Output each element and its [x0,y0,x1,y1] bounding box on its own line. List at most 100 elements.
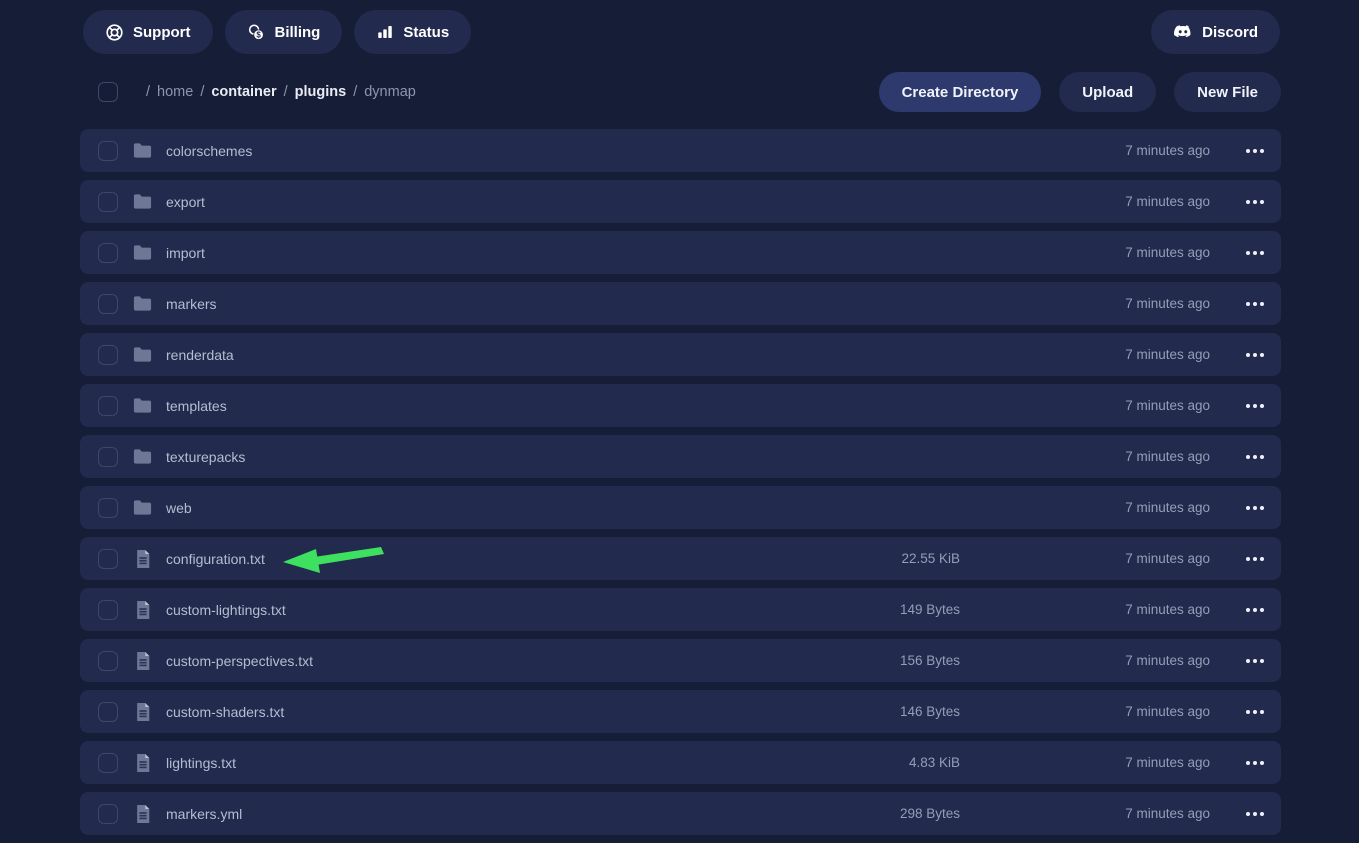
file-name[interactable]: custom-lightings.txt [166,601,286,618]
file-name[interactable]: export [166,193,205,210]
ellipsis-icon [1260,301,1264,306]
row-menu-button[interactable] [1236,647,1274,675]
ellipsis-icon [1246,148,1250,153]
row-menu-button[interactable] [1236,239,1274,267]
row-menu-button[interactable] [1236,443,1274,471]
file-row[interactable]: export 7 minutes ago [80,180,1281,223]
file-name[interactable]: custom-shaders.txt [166,703,285,720]
file-row[interactable]: colorschemes 7 minutes ago [80,129,1281,172]
row-menu-button[interactable] [1236,800,1274,828]
breadcrumb-segment-dynmap[interactable]: dynmap [364,84,416,100]
file-row[interactable]: custom-perspectives.txt 156 Bytes 7 minute… [80,639,1281,682]
billing-button-label: Billing [274,23,321,41]
row-checkbox[interactable] [98,344,118,365]
file-size: 298 Bytes [899,806,960,821]
row-checkbox[interactable] [98,752,118,773]
row-checkbox[interactable] [98,242,118,263]
ellipsis-icon [1253,556,1257,561]
file-row[interactable]: custom-lightings.txt 149 Bytes 7 minutes a… [80,588,1281,631]
row-checkbox[interactable] [98,446,118,467]
file-size: 156 Bytes [899,653,960,668]
support-button-label: Support [133,23,191,41]
ellipsis-icon [1246,199,1250,204]
create-directory-button[interactable]: Create Directory [878,72,1042,112]
billing-button[interactable]: $ Billing [224,10,343,54]
row-checkbox[interactable] [98,599,118,620]
row-menu-button[interactable] [1236,698,1274,726]
discord-button[interactable]: Discord [1151,10,1280,54]
row-menu-button[interactable] [1236,494,1274,522]
row-checkbox[interactable] [98,293,118,314]
ellipsis-icon [1246,301,1250,306]
ellipsis-icon [1260,250,1264,255]
file-row[interactable]: import 7 minutes ago [80,231,1281,274]
breadcrumb-segment-plugins[interactable]: plugins [294,84,347,100]
row-checkbox[interactable] [98,395,118,416]
ellipsis-icon [1246,454,1250,459]
row-menu-button[interactable] [1236,392,1274,420]
row-checkbox[interactable] [98,548,118,569]
row-menu-button[interactable] [1236,749,1274,777]
row-menu-button[interactable] [1236,188,1274,216]
file-modified: 7 minutes ago [1125,653,1210,668]
row-checkbox[interactable] [98,497,118,518]
file-row[interactable]: web 7 minutes ago [80,486,1281,529]
ellipsis-icon [1246,352,1250,357]
folder-icon [132,344,153,365]
ellipsis-icon [1246,607,1250,612]
support-button[interactable]: Support [83,10,213,54]
upload-button[interactable]: Upload [1059,72,1157,112]
row-checkbox[interactable] [98,803,118,824]
row-menu-button[interactable] [1236,341,1274,369]
svg-text:$: $ [256,30,261,39]
file-modified: 7 minutes ago [1125,296,1210,311]
file-name[interactable]: custom-perspectives.txt [166,652,314,669]
file-row[interactable]: lightings.txt 4.83 KiB 7 minutes ago [80,741,1281,784]
ellipsis-icon [1253,454,1257,459]
file-name[interactable]: renderdata [166,346,234,363]
select-all-checkbox[interactable] [98,82,118,102]
row-menu-button[interactable] [1236,137,1274,165]
row-checkbox[interactable] [98,191,118,212]
status-button[interactable]: Status [354,10,472,54]
row-menu-button[interactable] [1236,545,1274,573]
file-icon [132,650,153,671]
file-row[interactable]: configuration.txt 22.55 KiB 7 minutes ago [80,537,1281,580]
file-name[interactable]: markers [166,295,217,312]
row-checkbox[interactable] [98,701,118,722]
file-name[interactable]: web [166,499,192,516]
file-size: 4.83 KiB [908,755,960,770]
row-menu-button[interactable] [1236,596,1274,624]
file-name[interactable]: configuration.txt [166,550,265,567]
ellipsis-icon [1260,403,1264,408]
ellipsis-icon [1253,760,1257,765]
new-file-button[interactable]: New File [1174,72,1281,112]
file-name[interactable]: lightings.txt [166,754,237,771]
breadcrumb-segment-home[interactable]: home [157,84,194,100]
file-name[interactable]: colorschemes [166,142,253,159]
file-row[interactable]: custom-shaders.txt 146 Bytes 7 minutes ago [80,690,1281,733]
row-checkbox[interactable] [98,650,118,671]
file-modified: 7 minutes ago [1125,602,1210,617]
breadcrumb-segment-container[interactable]: container [211,84,277,100]
breadcrumb-separator: / [353,84,358,100]
file-modified: 7 minutes ago [1125,143,1210,158]
file-icon [132,803,153,824]
status-button-label: Status [403,23,450,41]
file-row[interactable]: renderdata 7 minutes ago [80,333,1281,376]
file-icon [132,752,153,773]
file-name[interactable]: import [166,244,205,261]
file-row[interactable]: markers 7 minutes ago [80,282,1281,325]
file-name[interactable]: templates [166,397,227,414]
file-row[interactable]: markers.yml 298 Bytes 7 minutes ago [80,792,1281,835]
ellipsis-icon [1246,505,1250,510]
file-row[interactable]: texturepacks 7 minutes ago [80,435,1281,478]
file-name[interactable]: texturepacks [166,448,246,465]
ellipsis-icon [1260,607,1264,612]
row-checkbox[interactable] [98,140,118,161]
ellipsis-icon [1253,148,1257,153]
ellipsis-icon [1253,607,1257,612]
file-row[interactable]: templates 7 minutes ago [80,384,1281,427]
row-menu-button[interactable] [1236,290,1274,318]
file-name[interactable]: markers.yml [166,805,243,822]
